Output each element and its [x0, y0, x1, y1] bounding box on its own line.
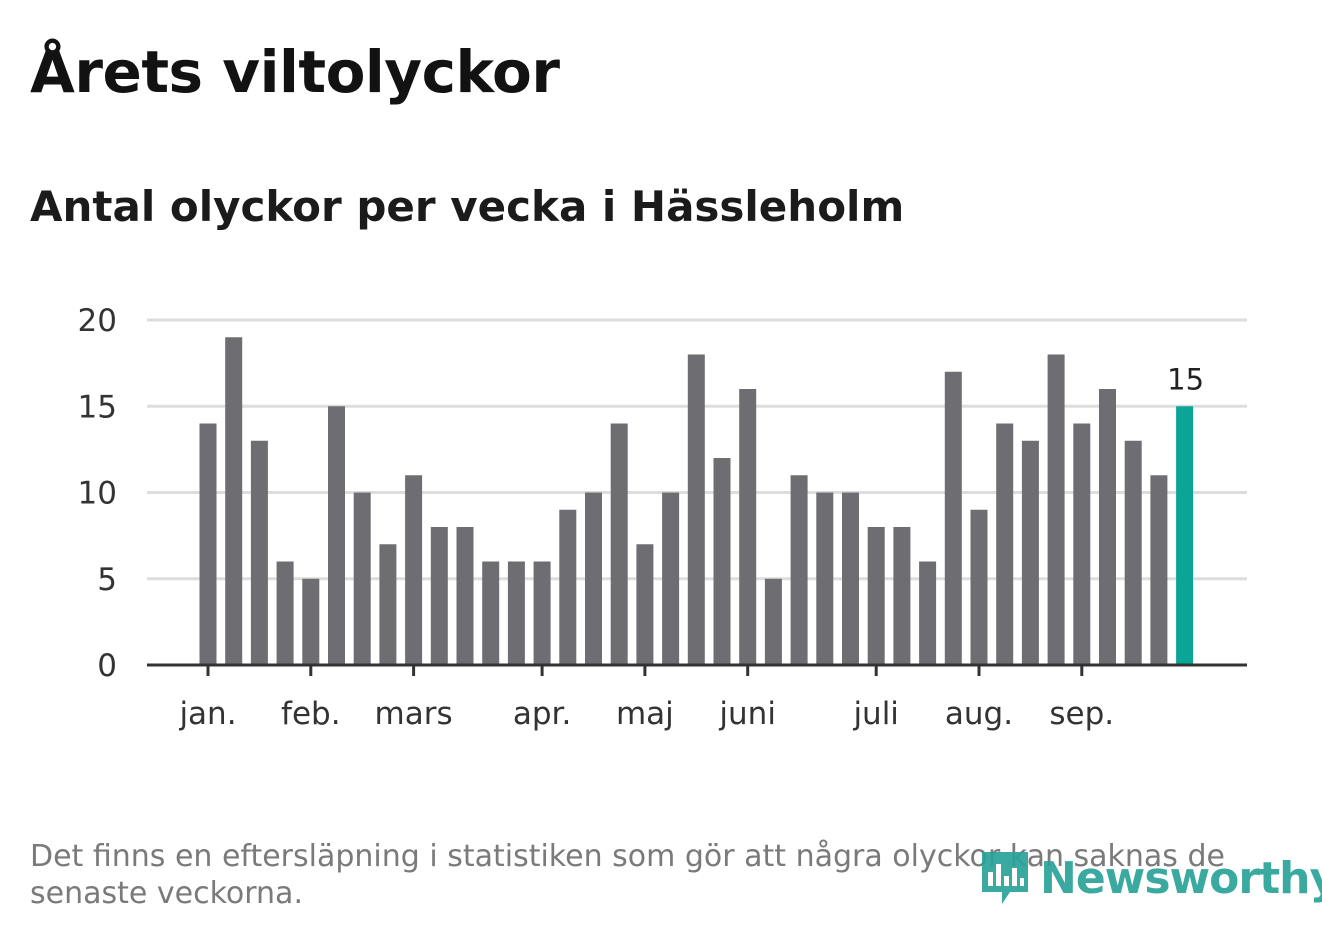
bar: [250, 440, 268, 665]
bar: [944, 371, 962, 665]
bar: [1124, 440, 1142, 665]
bar: [1073, 423, 1091, 665]
bar: [533, 561, 551, 665]
bar: [482, 561, 500, 665]
bar: [225, 337, 243, 665]
bar: [662, 492, 680, 665]
bar: [507, 561, 525, 665]
y-tick-label-5: 5: [97, 562, 117, 598]
bar: [1021, 440, 1039, 665]
bar: [610, 423, 628, 665]
newsworthy-logo-icon: [982, 852, 1028, 904]
bar: [842, 492, 859, 665]
bar-chart: 0 5 10 15 20 15 jan. feb. mars apr. maj juni juli aug…: [78, 303, 1247, 732]
x-tick-label: jan.: [178, 696, 236, 732]
y-tick-label-10: 10: [78, 476, 117, 512]
bar: [328, 406, 345, 665]
y-tick-label-0: 0: [97, 648, 117, 684]
bar: [919, 561, 937, 665]
x-tick-label: maj: [616, 696, 674, 732]
x-tick-label: aug.: [945, 696, 1013, 732]
newsworthy-logo: Newsworthy: [980, 848, 1322, 908]
bar: [867, 527, 885, 665]
bar: [456, 527, 474, 665]
bar: [199, 423, 217, 665]
bar: [559, 509, 577, 665]
bar: [636, 544, 654, 665]
x-tick-label: juli: [852, 696, 899, 732]
bar: [585, 492, 602, 665]
chart-title: Årets viltolyckor: [30, 38, 560, 106]
bar: [790, 475, 808, 665]
bar: [353, 492, 371, 665]
bar: [713, 458, 731, 665]
bar: [687, 354, 705, 665]
bar: [816, 492, 834, 665]
bar: [764, 578, 782, 665]
bar: [379, 544, 397, 665]
x-tick-label: mars: [375, 696, 453, 732]
bar: [893, 527, 911, 665]
bar: [302, 578, 320, 665]
bar: [1099, 389, 1116, 665]
bar: [1150, 475, 1168, 665]
bar: [970, 509, 988, 665]
bar: [996, 423, 1014, 665]
bar: [430, 527, 448, 665]
bar: [739, 389, 757, 665]
newsworthy-logo-text: Newsworthy: [1040, 852, 1322, 904]
x-tick-label: feb.: [281, 696, 341, 732]
data-label-highlight: 15: [1167, 362, 1204, 396]
bar: [1047, 354, 1065, 665]
x-tick-label: apr.: [513, 696, 571, 732]
bar: [405, 475, 423, 665]
y-tick-label-15: 15: [78, 389, 117, 425]
x-tick-label: juni: [718, 696, 776, 732]
bar-highlight: [1176, 406, 1194, 665]
y-tick-label-20: 20: [78, 303, 117, 339]
bar: [276, 561, 294, 665]
x-tick-label: sep.: [1049, 696, 1114, 732]
chart-subtitle: Antal olyckor per vecka i Hässleholm: [30, 182, 905, 231]
